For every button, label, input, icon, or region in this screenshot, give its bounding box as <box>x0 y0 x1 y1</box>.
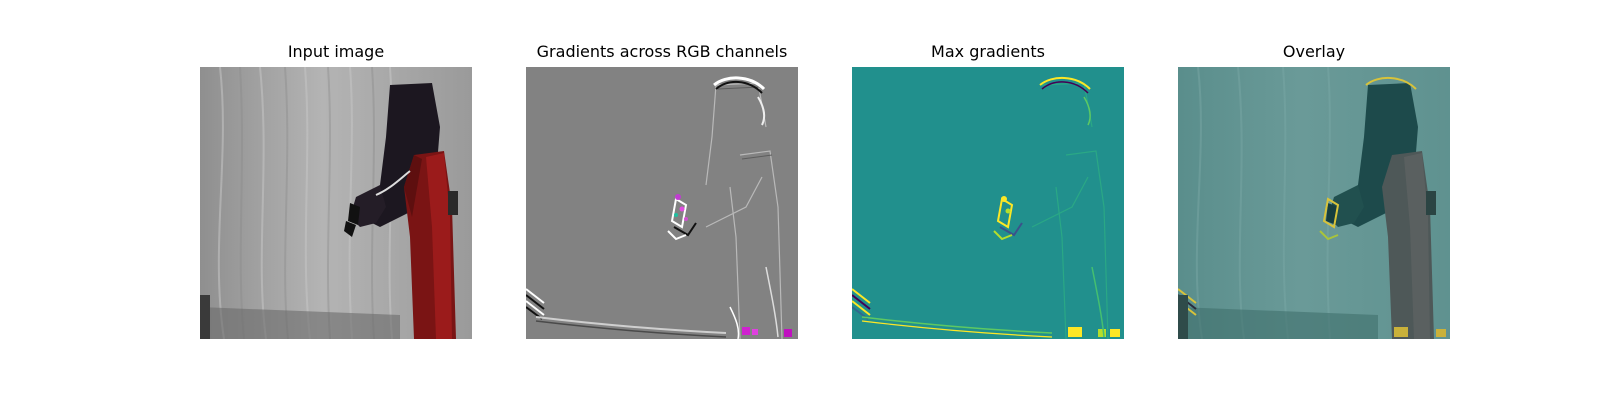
overlay-image <box>1178 67 1450 339</box>
panel-max-gradients: Max gradients <box>852 0 1124 400</box>
panel-title: Overlay <box>1282 42 1346 61</box>
input-image <box>200 67 472 339</box>
max-gradients-image <box>852 67 1124 339</box>
rgb-gradients-image <box>526 67 798 339</box>
panel-title: Input image <box>287 42 385 61</box>
panel-title: Gradients across RGB channels <box>536 42 788 61</box>
panel-overlay: Overlay <box>1178 0 1450 400</box>
panel-rgb-gradients: Gradients across RGB channels <box>526 0 798 400</box>
panel-input-image: Input image <box>200 0 472 400</box>
panel-title: Max gradients <box>931 42 1045 61</box>
